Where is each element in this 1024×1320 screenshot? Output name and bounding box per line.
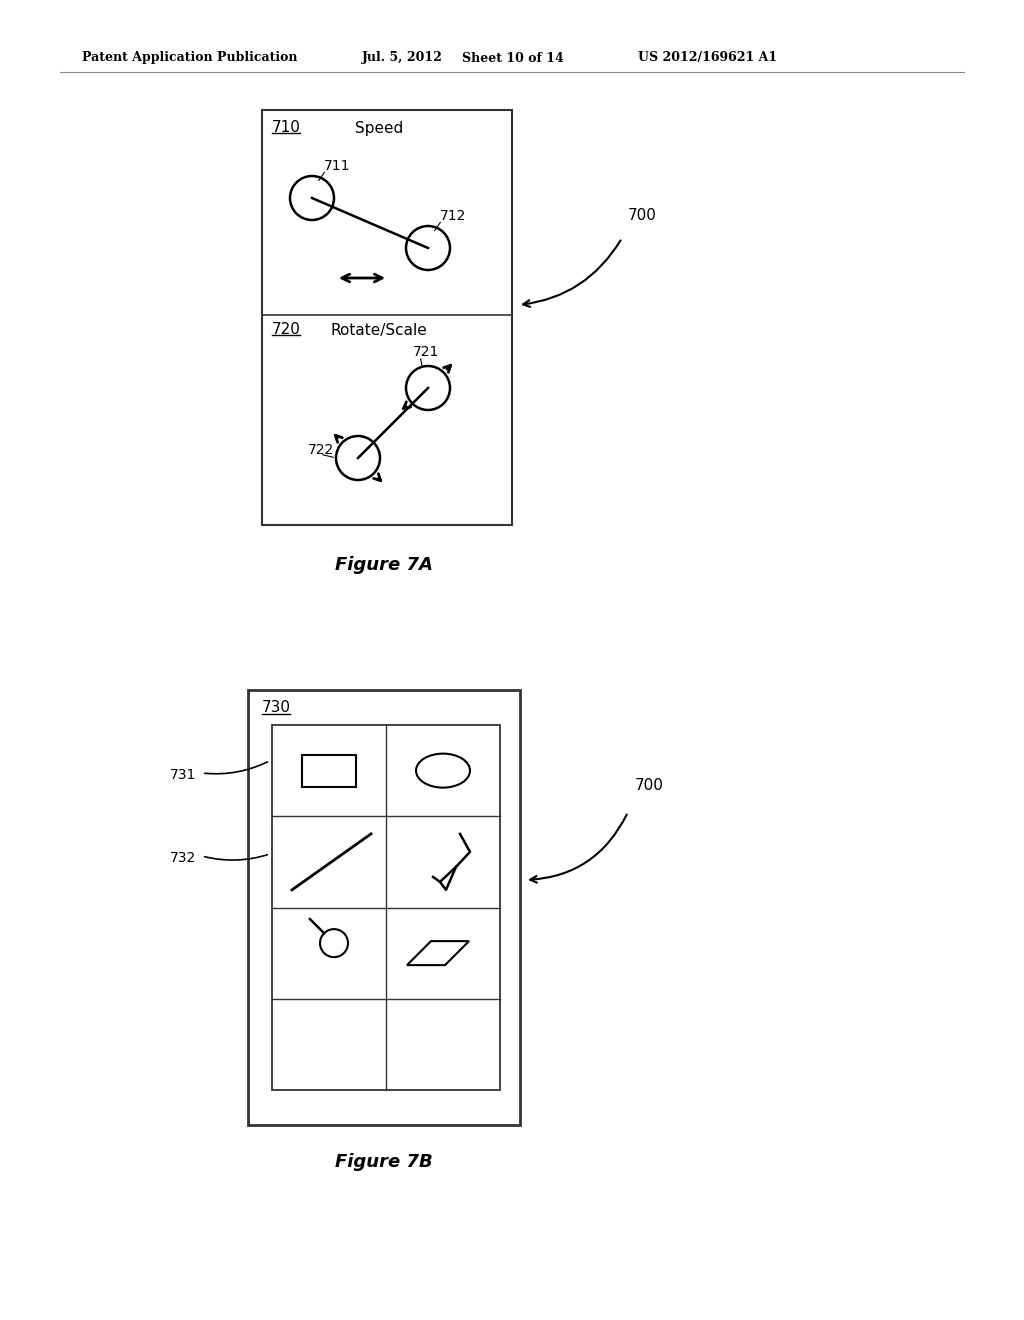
Text: 712: 712 bbox=[440, 209, 466, 223]
Text: 730: 730 bbox=[262, 701, 291, 715]
Text: Jul. 5, 2012: Jul. 5, 2012 bbox=[362, 51, 442, 65]
Text: Sheet 10 of 14: Sheet 10 of 14 bbox=[462, 51, 564, 65]
Text: Patent Application Publication: Patent Application Publication bbox=[82, 51, 298, 65]
Text: Speed: Speed bbox=[355, 120, 403, 136]
Text: 710: 710 bbox=[272, 120, 301, 136]
Bar bbox=[302, 755, 356, 787]
Text: 700: 700 bbox=[628, 207, 656, 223]
Text: 721: 721 bbox=[413, 345, 439, 359]
Text: Figure 7B: Figure 7B bbox=[335, 1152, 433, 1171]
Text: 722: 722 bbox=[308, 444, 334, 457]
Text: 720: 720 bbox=[272, 322, 301, 338]
Text: Rotate/Scale: Rotate/Scale bbox=[330, 322, 427, 338]
Text: 732: 732 bbox=[170, 851, 197, 865]
Text: 711: 711 bbox=[324, 158, 350, 173]
Text: 700: 700 bbox=[635, 777, 664, 792]
Text: Figure 7A: Figure 7A bbox=[335, 556, 433, 574]
Text: US 2012/169621 A1: US 2012/169621 A1 bbox=[638, 51, 777, 65]
Text: 731: 731 bbox=[170, 768, 197, 781]
